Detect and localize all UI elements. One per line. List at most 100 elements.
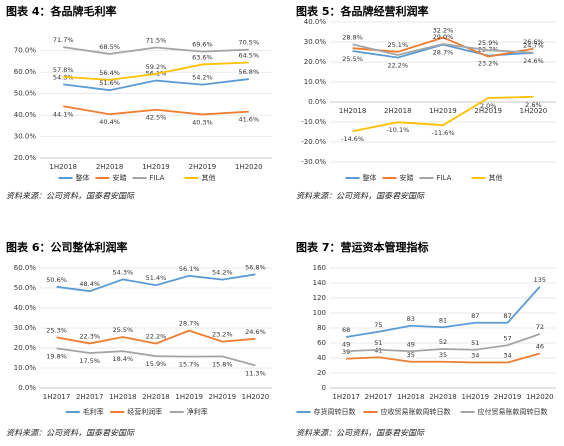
- data-label: 28.7%: [433, 49, 454, 57]
- y-tick-label: 20.0%: [304, 58, 327, 66]
- y-tick-label: 40.0%: [304, 18, 327, 26]
- data-label: 57: [503, 334, 511, 342]
- y-tick-label: 60: [317, 339, 326, 347]
- legend-label: 应付贸易账款周转日数: [478, 407, 548, 416]
- data-label: 41.6%: [238, 116, 259, 124]
- y-tick-label: 20.0%: [14, 154, 37, 162]
- x-tick-label: 2H2018: [142, 393, 170, 401]
- data-label: 15.7%: [179, 361, 200, 369]
- series-line: [346, 352, 541, 364]
- source-note: 资料来源：公司资料，国泰君安国际: [296, 429, 425, 438]
- data-label: 46: [536, 343, 544, 351]
- y-tick-label: 40: [317, 354, 326, 362]
- data-label: 22.2%: [387, 62, 408, 70]
- x-tick-label: 1H2020: [520, 107, 548, 115]
- x-tick-label: 1H2020: [242, 393, 270, 401]
- data-label: 25.5%: [342, 55, 363, 63]
- data-label: 87: [471, 312, 479, 320]
- chart-title: 图表 5：各品牌经营利润率: [296, 4, 428, 18]
- x-tick-label: 1H2020: [235, 163, 263, 171]
- data-label: 25.5%: [113, 326, 134, 334]
- data-label: 25.3%: [46, 326, 67, 334]
- x-tick-label: 1H2019: [462, 393, 490, 401]
- data-label: 51: [471, 339, 479, 347]
- series-line: [56, 273, 256, 293]
- series-line: [56, 329, 256, 345]
- data-label: 24.7%: [523, 42, 544, 50]
- data-label: 51: [374, 339, 382, 347]
- y-tick-label: 140: [313, 279, 326, 287]
- data-label: 24.6%: [245, 328, 266, 336]
- series-line: [63, 61, 249, 81]
- data-label: 51.4%: [146, 274, 167, 282]
- series-line: [346, 333, 541, 353]
- x-tick-label: 2H2019: [189, 163, 217, 171]
- data-label: 2.6%: [525, 101, 542, 109]
- data-label: 34: [503, 352, 511, 360]
- y-tick-label: 50.0%: [14, 90, 37, 98]
- series-line: [63, 105, 249, 116]
- data-label: 52: [439, 338, 447, 346]
- y-tick-label: 10.0%: [304, 78, 327, 86]
- x-tick-label: 2H2017: [76, 393, 104, 401]
- data-label: 49: [407, 340, 415, 348]
- x-tick-label: 2H2019: [474, 107, 502, 115]
- data-label: 71.7%: [53, 36, 74, 44]
- y-tick-label: 30.0%: [14, 133, 37, 141]
- data-label: 22.2%: [146, 333, 167, 341]
- legend-label: FILA: [150, 174, 165, 182]
- y-tick-label: 80: [317, 324, 326, 332]
- data-label: 50.6%: [46, 276, 67, 284]
- legend-label: 其他: [202, 173, 216, 182]
- data-label: 48.4%: [79, 280, 100, 288]
- y-tick-label: 60.0%: [14, 264, 37, 272]
- data-label: 11.3%: [245, 369, 266, 377]
- y-tick-label: 100: [313, 309, 326, 317]
- source-note: 资料来源：公司资料，国泰君安国际: [296, 192, 425, 201]
- x-tick-label: 1H2018: [49, 163, 77, 171]
- y-tick-label: 30.0%: [14, 324, 37, 332]
- x-tick-label: 1H2019: [142, 163, 170, 171]
- series-line: [63, 46, 249, 55]
- series-line: [352, 43, 534, 56]
- data-label: 83: [407, 315, 415, 323]
- data-label: 51.6%: [99, 79, 120, 87]
- legend-label: 整体: [76, 173, 90, 182]
- y-tick-label: 10.0%: [14, 364, 37, 372]
- data-label: 56.8%: [238, 68, 259, 76]
- data-label: 44.1%: [53, 110, 74, 118]
- data-label: 70.5%: [238, 39, 259, 47]
- data-label: 35: [439, 351, 447, 359]
- legend-label: 安踏: [400, 173, 414, 182]
- data-label: 54.2%: [212, 269, 233, 277]
- data-label: 35: [407, 351, 415, 359]
- data-label: 64.5%: [238, 52, 259, 60]
- data-label: 23.2%: [478, 60, 499, 68]
- data-label: 54.2%: [192, 74, 213, 82]
- y-tick-label: -20.0%: [301, 138, 326, 146]
- legend-label: 其他: [489, 173, 503, 182]
- data-label: 26.6%: [523, 38, 544, 46]
- x-tick-label: 2H2018: [384, 107, 412, 115]
- source-note: 资料来源：公司资料，国泰君安国际: [6, 192, 135, 201]
- y-tick-label: -10.0%: [301, 118, 326, 126]
- data-label: 68: [342, 326, 350, 334]
- x-tick-label: 2H2018: [96, 163, 124, 171]
- data-label: 25.1%: [387, 41, 408, 49]
- data-label: 18.4%: [113, 355, 134, 363]
- y-tick-label: -30.0%: [301, 158, 326, 166]
- series-line: [56, 347, 256, 367]
- data-label: 34: [471, 352, 479, 360]
- legend-label: 毛利率: [83, 407, 104, 416]
- y-tick-label: 50.0%: [14, 284, 37, 292]
- series-line: [63, 78, 249, 92]
- x-tick-label: 2H2019: [209, 393, 237, 401]
- legend-label: 应收贸易账款周转日数: [381, 407, 451, 416]
- data-label: 40.3%: [192, 118, 213, 126]
- data-label: 22.3%: [79, 332, 100, 340]
- data-label: 71.5%: [146, 37, 167, 45]
- data-label: 72: [536, 323, 544, 331]
- source-note: 资料来源：公司资料，国泰君安国际: [6, 429, 135, 438]
- data-label: 40.4%: [99, 118, 120, 126]
